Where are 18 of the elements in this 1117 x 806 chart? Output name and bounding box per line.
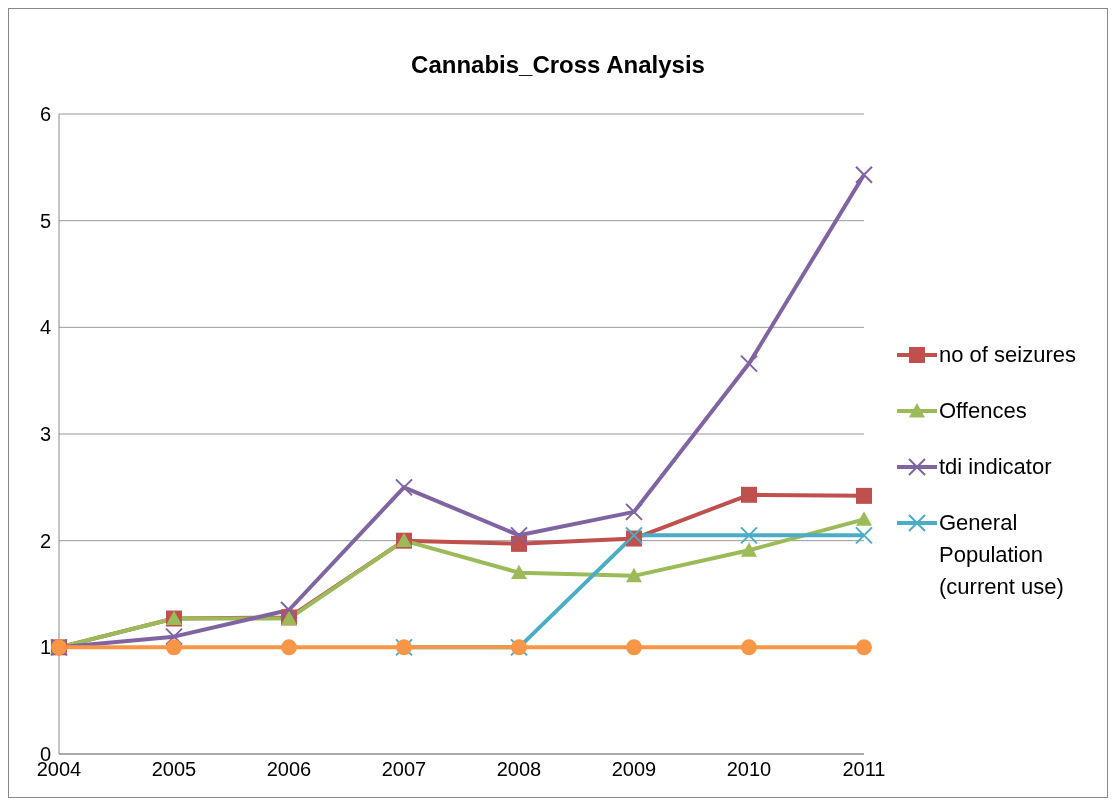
y-tick-label: 6	[39, 103, 51, 126]
y-tick-label: 1	[39, 636, 51, 659]
chart-title: Cannabis_Cross Analysis	[410, 51, 706, 79]
legend-label: Offences	[939, 397, 1027, 425]
x-tick-label: 2007	[381, 758, 427, 781]
legend-label: General Population (current use)	[939, 509, 1065, 601]
x-tick-label: 2010	[726, 758, 772, 781]
y-tick-label: 3	[39, 423, 51, 446]
y-tick-label: 2	[39, 529, 51, 552]
x-tick-label: 2011	[842, 758, 886, 781]
y-tick-label: 4	[39, 316, 51, 339]
x-tick-label: 2005	[151, 758, 197, 781]
y-tick-label: 5	[39, 209, 51, 232]
x-tick-label: 2009	[611, 758, 657, 781]
x-tick-label: 2006	[266, 758, 312, 781]
legend-label: no of seizures	[939, 341, 1076, 369]
legend-label: tdi indicator	[939, 453, 1052, 481]
x-tick-label: 2008	[496, 758, 542, 781]
